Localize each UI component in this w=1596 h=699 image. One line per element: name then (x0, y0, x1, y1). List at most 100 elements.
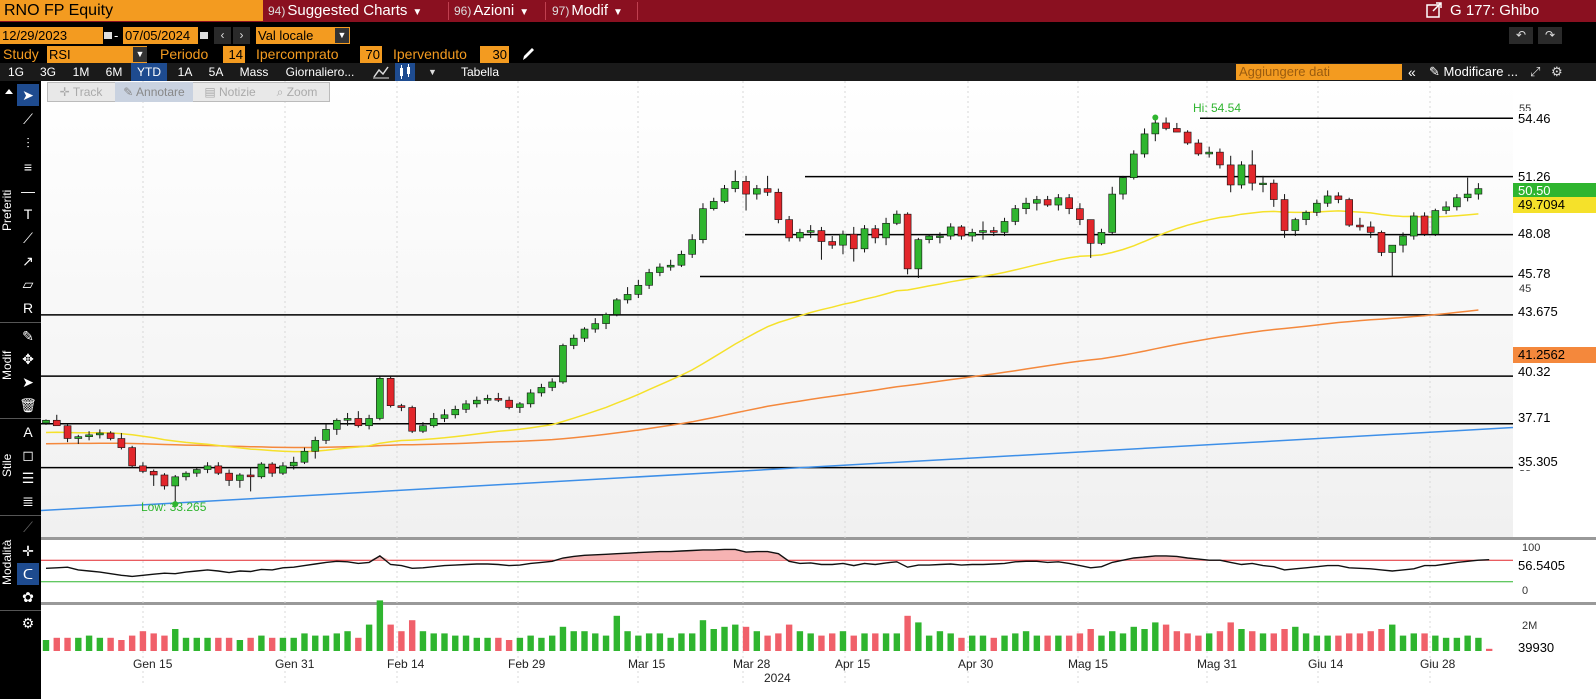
candle-body (117, 438, 126, 448)
move-icon[interactable]: ✥ (22, 351, 34, 367)
draw-line-icon[interactable]: ⟋ (23, 111, 33, 127)
study-select[interactable]: RSI (47, 46, 147, 63)
rsi-panel[interactable] (41, 540, 1513, 602)
caret-down-icon[interactable]: ▼ (428, 67, 437, 77)
line-weight-icon[interactable]: ☰ (21, 470, 35, 486)
horizontal-line-icon[interactable]: — (21, 183, 35, 199)
volume-bar (1044, 635, 1051, 651)
regression-icon[interactable]: R (22, 300, 34, 316)
pointer-icon[interactable]: ➤ (17, 84, 39, 106)
text-icon[interactable]: T (23, 206, 33, 222)
annotate-tab[interactable]: ✎ Annotare (115, 82, 193, 102)
candle-body (1356, 224, 1364, 228)
tab-1g[interactable]: 1G (7, 65, 24, 79)
candle-body (1259, 182, 1267, 185)
menu-label: Suggested Charts (287, 2, 408, 19)
candle-body (903, 213, 912, 270)
tab-6m[interactable]: 6M (105, 65, 123, 79)
frequency-select[interactable]: Giornaliero... (285, 65, 355, 79)
periodo-input[interactable]: 14 (223, 46, 245, 63)
candle-body (548, 381, 556, 388)
trash-icon[interactable]: 🗑 (19, 397, 37, 413)
candle-body (989, 230, 998, 233)
line-chart-icon[interactable] (372, 64, 390, 80)
settings-icon[interactable]: ⚙ (21, 615, 35, 631)
channel-icon[interactable]: ▱ (22, 276, 34, 292)
candle-body (925, 235, 933, 240)
tab-mass[interactable]: Mass (239, 65, 269, 79)
percent-icon[interactable]: ⫶ (26, 135, 30, 151)
candle-body (806, 230, 815, 233)
menu-divider (448, 2, 449, 20)
prev-period-button[interactable]: ‹ (214, 27, 231, 44)
crosshair-icon[interactable]: ✛ (22, 543, 34, 559)
rsi-value-tag: 56.5405 (1513, 558, 1596, 574)
calendar-icon[interactable] (199, 27, 209, 44)
tab-tabella[interactable]: Tabella (460, 65, 500, 79)
trend-line (40, 426, 1514, 512)
tab-1m[interactable]: 1M (72, 65, 90, 79)
candle-body (591, 323, 600, 330)
caret-down-icon[interactable]: ▼ (335, 28, 349, 43)
caret-down-icon[interactable]: ▼ (133, 47, 147, 62)
news-tab[interactable]: ▤ Notizie (197, 82, 263, 102)
volume-bar (893, 633, 901, 651)
tab-1a[interactable]: 1A (177, 65, 193, 79)
gear-icon[interactable]: ⚙ (1551, 64, 1563, 79)
line-style-icon[interactable]: ≣ (22, 493, 34, 509)
candle-body (753, 188, 761, 195)
ipercomprato-label: Ipercomprato (256, 46, 339, 62)
menu-modif[interactable]: 97) Modif ▼ (552, 0, 623, 22)
x-axis-label: Giu 14 (1308, 657, 1344, 671)
pencil-icon[interactable] (520, 46, 536, 63)
volume-bar (1162, 624, 1170, 651)
panel-divider[interactable] (41, 537, 1596, 540)
collapse-arrow-icon[interactable] (3, 86, 15, 98)
tab-3g[interactable]: 3G (39, 65, 56, 79)
brush-icon[interactable]: ⟋ (23, 519, 33, 535)
volume-bar (258, 635, 265, 651)
popout-icon[interactable] (1425, 2, 1443, 19)
zoom-tab[interactable]: ⌕ Zoom (266, 82, 328, 102)
next-period-button[interactable]: › (233, 27, 250, 44)
track-tab[interactable]: ✛ Track (49, 82, 113, 102)
expand-icon[interactable]: ⤢ (1530, 64, 1541, 79)
currency-select[interactable]: Val locale (256, 27, 350, 44)
collapse-icon[interactable]: « (1408, 64, 1416, 80)
volume-bar (764, 635, 771, 651)
ipercomprato-input[interactable]: 70 (360, 46, 382, 63)
price-panel[interactable] (41, 81, 1513, 537)
level-tag: 45.78 (1513, 266, 1596, 282)
undo-icon[interactable]: ↶ (1509, 27, 1533, 44)
candle-body (246, 474, 255, 478)
trend-line-icon[interactable]: ⟋ (23, 230, 33, 246)
start-date-field[interactable]: 12/29/2023 (0, 27, 103, 44)
select-icon[interactable]: ➤ (22, 374, 34, 390)
fibonacci-icon[interactable]: ≡ (23, 159, 33, 175)
modify-button[interactable]: ✎ Modificare ... (1429, 63, 1518, 81)
calendar-icon[interactable] (103, 27, 113, 44)
candle-body (893, 213, 901, 224)
volume-bar (118, 640, 125, 651)
edit-pencil-icon[interactable]: ✎ (22, 328, 34, 344)
menu-azioni[interactable]: 96) Azioni ▼ (454, 0, 529, 22)
candle-body (1237, 164, 1246, 186)
ticker-field[interactable]: RNO FP Equity (0, 0, 263, 21)
x-axis-label: Mar 28 (733, 657, 771, 671)
tab-ytd[interactable]: YTD (131, 63, 167, 81)
menu-suggested-charts[interactable]: 94) Suggested Charts ▼ (268, 0, 422, 22)
magnet-icon[interactable]: ᑕ (17, 563, 39, 585)
ray-icon[interactable]: ↗ (22, 253, 34, 269)
zoom-icon: ⌕ (276, 85, 284, 99)
palette-icon[interactable]: ✿ (22, 589, 34, 605)
font-icon[interactable]: A (23, 424, 33, 440)
color-swatch-icon[interactable]: ◻ (22, 447, 34, 463)
candle-body (709, 201, 718, 209)
add-data-input[interactable]: Aggiungere dati (1236, 64, 1402, 80)
redo-icon[interactable]: ↷ (1538, 27, 1562, 44)
ipervenduto-input[interactable]: 30 (480, 46, 509, 63)
panel-divider[interactable] (41, 602, 1596, 605)
candlestick-icon[interactable] (395, 63, 415, 81)
tab-5a[interactable]: 5A (208, 65, 224, 79)
end-date-field[interactable]: 07/05/2024 (123, 27, 198, 44)
